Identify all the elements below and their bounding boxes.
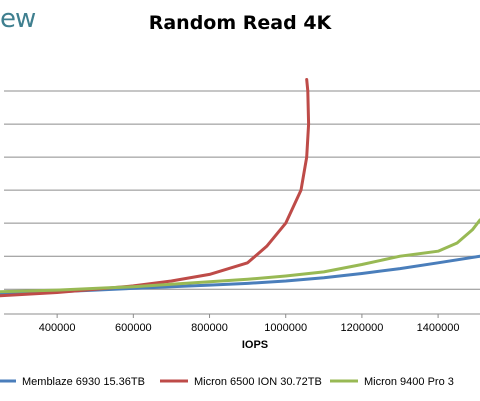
gridlines	[4, 90, 480, 318]
x-axis-label: IOPS	[242, 339, 268, 351]
series-line-1	[0, 78, 311, 298]
x-tick-label-2: 800000	[191, 322, 228, 334]
legend-item-1: Micron 6500 ION 30.72TB	[160, 376, 322, 388]
legend-item-0: Memblaze 6930 15.36TB	[0, 376, 145, 388]
x-tick-label-0: 400000	[39, 322, 76, 334]
chart-title: Random Read 4K	[148, 12, 332, 34]
x-tick-label-3: 1000000	[264, 322, 307, 334]
legend-label-1: Micron 6500 ION 30.72TB	[194, 376, 322, 388]
legend-item-2: Micron 9400 Pro 3	[330, 376, 454, 388]
series-lines	[0, 78, 480, 298]
logo-text: ew	[0, 4, 36, 34]
x-tick-label-4: 1200000	[340, 322, 383, 334]
legend: Memblaze 6930 15.36TB Micron 6500 ION 30.…	[0, 376, 454, 388]
x-tick-label-1: 600000	[115, 322, 152, 334]
series-line-2	[0, 218, 480, 294]
legend-label-2: Micron 9400 Pro 3	[364, 376, 454, 388]
x-tick-label-5: 1400000	[417, 322, 460, 334]
legend-label-0: Memblaze 6930 15.36TB	[22, 376, 145, 388]
x-tick-labels: 400000 600000 800000 1000000 1200000 1400000	[39, 322, 460, 334]
